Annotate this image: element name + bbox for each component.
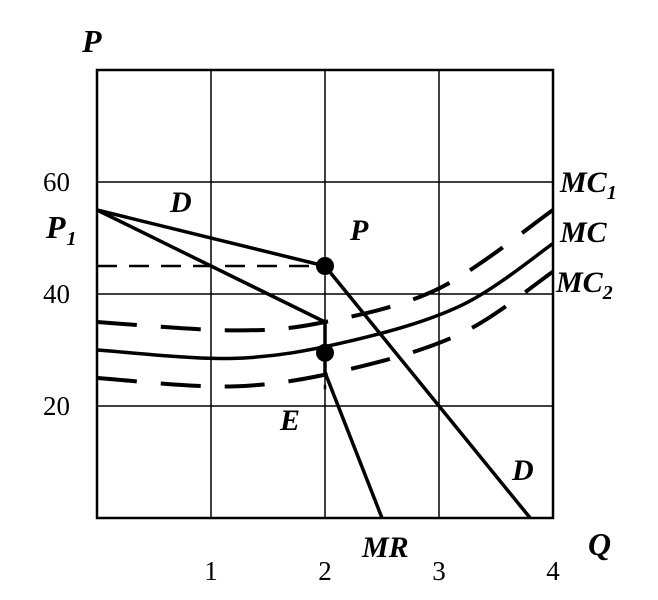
point-p-label: P	[349, 214, 369, 247]
tick-labels: 1 2 3 4 20 40 60	[43, 167, 560, 586]
x-tick-label: 4	[546, 556, 560, 586]
d-curve	[96, 208, 326, 268]
grid-lines	[95, 68, 555, 520]
d-curve	[323, 264, 532, 520]
x-tick-label: 3	[432, 556, 446, 586]
mc1-label: MC1	[559, 166, 617, 204]
mc-curve	[96, 242, 554, 361]
mc2-curve	[96, 269, 555, 389]
mc1-main: MC	[559, 166, 608, 199]
mc2-main: MC	[555, 266, 604, 299]
point-e-label: E	[279, 404, 300, 437]
x-axis-title: Q	[588, 526, 611, 562]
marker-e	[316, 343, 334, 362]
y-axis-title: P	[81, 23, 102, 59]
p1-main: P	[45, 209, 66, 245]
mc1-subscript: 1	[607, 182, 617, 204]
x-tick-label: 1	[204, 556, 218, 586]
marker-p	[316, 257, 334, 275]
mc-label: MC	[559, 216, 608, 249]
mr-curve	[96, 208, 384, 519]
demand-label-top: D	[169, 186, 192, 219]
mc2-subscript: 2	[602, 282, 613, 304]
x-tick-label: 2	[318, 556, 332, 586]
demand-label-bottom: D	[511, 454, 534, 487]
mc2-label: MC2	[555, 266, 613, 304]
p1-label: P1	[45, 209, 77, 250]
mr-label: MR	[361, 531, 409, 564]
markers	[316, 257, 334, 362]
y-tick-label: 40	[43, 279, 70, 309]
p1-subscript: 1	[67, 228, 77, 250]
y-tick-label: 20	[43, 391, 70, 421]
y-tick-label: 60	[43, 167, 70, 197]
mc1-curve	[96, 208, 555, 333]
